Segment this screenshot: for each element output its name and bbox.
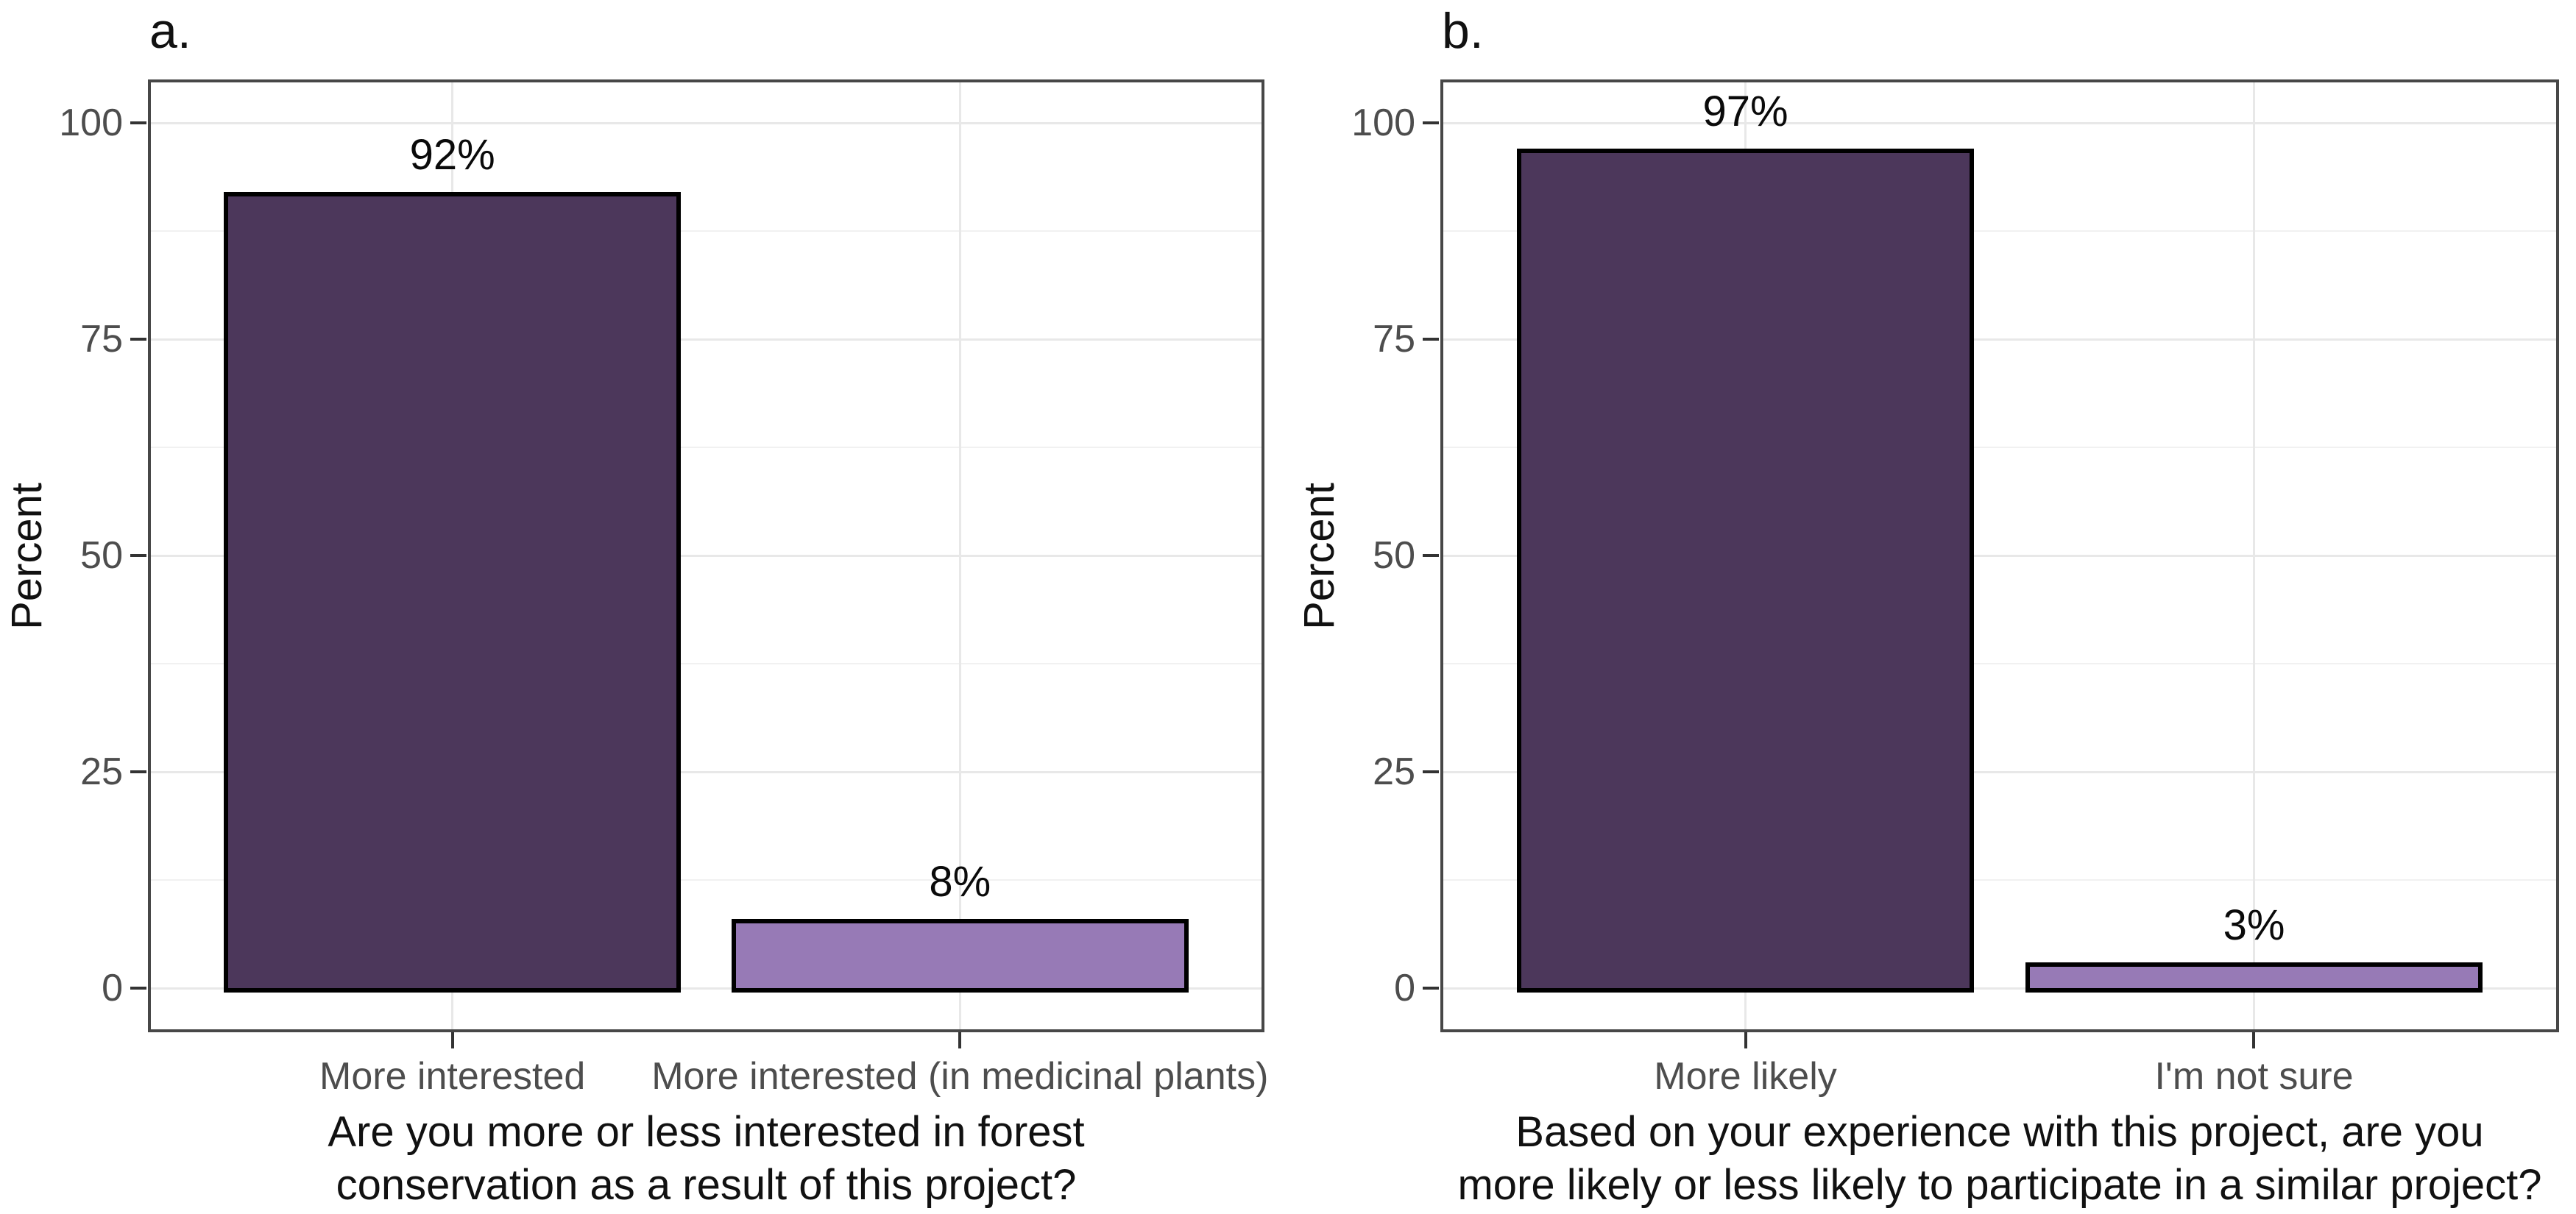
y-tick-100: [1423, 121, 1439, 124]
category-label-1: More interested: [319, 1055, 586, 1098]
x-tick-2: [2252, 1032, 2256, 1048]
gridline-minor-62.5: [148, 447, 1264, 448]
y-tick-0: [1423, 987, 1439, 990]
category-label-1: More likely: [1654, 1055, 1837, 1098]
gridline-major-50: [148, 555, 1264, 557]
bar-value-label-2: 8%: [929, 857, 991, 906]
y-tick-0: [130, 987, 146, 990]
facet-a: a. Percent 92% 8% Are you more or less in…: [3, 3, 1269, 1212]
gridline-category-2: [958, 79, 961, 1032]
gridline-major-50: [1440, 555, 2559, 557]
y-tick-50: [130, 554, 146, 557]
x-tick-1: [1744, 1032, 1747, 1048]
y-tick-75: [1423, 338, 1439, 341]
x-tick-2: [958, 1032, 962, 1048]
y-tick-label-100: 100: [1351, 102, 1415, 144]
x-axis-title-a: Are you more or less interested in fores…: [148, 1106, 1264, 1212]
y-tick-label-75: 75: [1373, 318, 1415, 361]
y-tick-label-50: 50: [1373, 534, 1415, 577]
gridline-major-25: [1440, 771, 2559, 773]
bar-1: [1516, 149, 1975, 993]
gridline-major-25: [148, 771, 1264, 773]
bar-1: [224, 192, 681, 993]
y-tick-100: [130, 121, 146, 124]
facet-a-label: a.: [149, 3, 191, 59]
gridline-minor-87.5: [1440, 230, 2559, 232]
gridline-major-0: [148, 987, 1264, 990]
y-tick-25: [1423, 770, 1439, 773]
y-tick-25: [130, 770, 146, 773]
gridline-major-75: [148, 338, 1264, 341]
x-axis-title-a-line-1: Are you more or less interested in fores…: [328, 1108, 1085, 1156]
gridline-category-2: [2252, 79, 2255, 1032]
gridline-minor-37.5: [148, 663, 1264, 664]
gridline-major-100: [148, 122, 1264, 124]
y-tick-75: [130, 338, 146, 341]
bar-value-label-1: 97%: [1702, 88, 1788, 136]
bar-value-label-1: 92%: [409, 131, 495, 180]
bar-2: [732, 918, 1189, 993]
y-tick-label-50: 50: [80, 534, 123, 577]
bar-2: [2025, 962, 2483, 993]
gridline-minor-87.5: [148, 230, 1264, 232]
x-axis-title-b-line-1: Based on your experience with this proje…: [1515, 1108, 2484, 1156]
x-axis-title-a-line-2: conservation as a result of this project…: [336, 1161, 1077, 1209]
gridline-major-0: [1440, 987, 2559, 990]
bar-value-label-2: 3%: [2223, 901, 2285, 949]
y-tick-label-25: 25: [1373, 750, 1415, 793]
x-axis-title-b: Based on your experience with this proje…: [1440, 1106, 2559, 1212]
x-axis-title-b-line-2: more likely or less likely to participat…: [1457, 1161, 2542, 1209]
gridline-minor-12.5: [148, 879, 1264, 881]
category-label-2: I'm not sure: [2154, 1055, 2354, 1098]
facet-b-label: b.: [1442, 3, 1484, 59]
facet-b: b. Percent 97% 3% Based on your experienc…: [1288, 0, 2576, 1214]
plot-panel-a: 92% 8%: [148, 79, 1264, 1032]
x-tick-1: [450, 1032, 454, 1048]
gridline-minor-37.5: [1440, 663, 2559, 664]
y-tick-50: [1423, 554, 1439, 557]
y-tick-label-100: 100: [59, 102, 123, 144]
y-tick-label-0: 0: [1394, 967, 1415, 1009]
gridline-major-75: [1440, 338, 2559, 341]
y-tick-label-0: 0: [102, 967, 123, 1009]
y-tick-label-75: 75: [80, 318, 123, 361]
category-label-2: More interested (in medicinal plants): [651, 1055, 1269, 1098]
plot-panel-b: 97% 3%: [1440, 79, 2559, 1032]
gridline-minor-12.5: [1440, 879, 2559, 881]
gridline-major-100: [1440, 122, 2559, 124]
y-tick-label-25: 25: [80, 750, 123, 793]
gridline-minor-62.5: [1440, 447, 2559, 448]
